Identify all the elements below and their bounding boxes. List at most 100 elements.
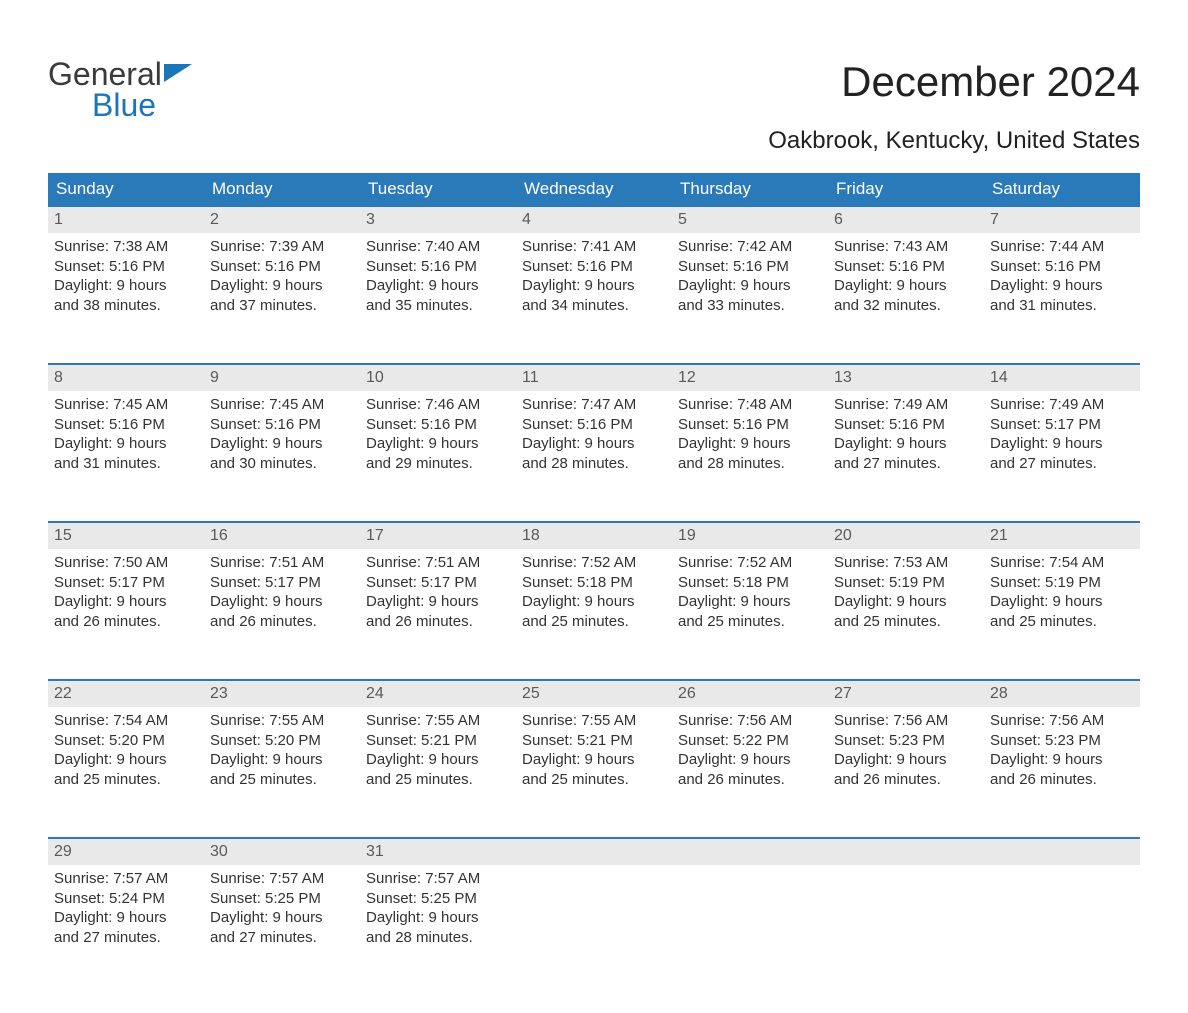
day-content-cell: Sunrise: 7:45 AMSunset: 5:16 PMDaylight:… xyxy=(204,391,360,491)
day-d1: Daylight: 9 hours xyxy=(366,750,510,770)
day-content-cell: Sunrise: 7:47 AMSunset: 5:16 PMDaylight:… xyxy=(516,391,672,491)
day-sr: Sunrise: 7:55 AM xyxy=(522,711,666,731)
day-number-row: 1234567 xyxy=(48,206,1140,233)
day-ss: Sunset: 5:16 PM xyxy=(834,415,978,435)
day-content-cell: Sunrise: 7:48 AMSunset: 5:16 PMDaylight:… xyxy=(672,391,828,491)
day-sr: Sunrise: 7:48 AM xyxy=(678,395,822,415)
day-sr: Sunrise: 7:50 AM xyxy=(54,553,198,573)
day-number-cell: 26 xyxy=(672,680,828,707)
day-d1: Daylight: 9 hours xyxy=(990,592,1134,612)
day-number-cell: 20 xyxy=(828,522,984,549)
day-sr: Sunrise: 7:45 AM xyxy=(54,395,198,415)
day-content-cell: Sunrise: 7:56 AMSunset: 5:23 PMDaylight:… xyxy=(984,707,1140,807)
day-content-cell: Sunrise: 7:57 AMSunset: 5:25 PMDaylight:… xyxy=(360,865,516,965)
day-sr: Sunrise: 7:57 AM xyxy=(210,869,354,889)
day-sr: Sunrise: 7:43 AM xyxy=(834,237,978,257)
day-number-cell: 2 xyxy=(204,206,360,233)
day-content-cell: Sunrise: 7:44 AMSunset: 5:16 PMDaylight:… xyxy=(984,233,1140,333)
day-d1: Daylight: 9 hours xyxy=(678,434,822,454)
day-number-cell: 25 xyxy=(516,680,672,707)
day-d2: and 26 minutes. xyxy=(678,770,822,790)
day-ss: Sunset: 5:16 PM xyxy=(366,257,510,277)
day-content-cell: Sunrise: 7:50 AMSunset: 5:17 PMDaylight:… xyxy=(48,549,204,649)
day-ss: Sunset: 5:16 PM xyxy=(678,257,822,277)
day-number-cell: 28 xyxy=(984,680,1140,707)
day-ss: Sunset: 5:22 PM xyxy=(678,731,822,751)
day-d2: and 26 minutes. xyxy=(834,770,978,790)
day-d2: and 25 minutes. xyxy=(678,612,822,632)
day-content-cell: Sunrise: 7:45 AMSunset: 5:16 PMDaylight:… xyxy=(48,391,204,491)
day-d2: and 25 minutes. xyxy=(210,770,354,790)
day-number-cell: 27 xyxy=(828,680,984,707)
day-d2: and 28 minutes. xyxy=(678,454,822,474)
day-d2: and 25 minutes. xyxy=(522,770,666,790)
day-d2: and 25 minutes. xyxy=(366,770,510,790)
weekday-header: Friday xyxy=(828,173,984,206)
day-number-cell: 8 xyxy=(48,364,204,391)
day-sr: Sunrise: 7:53 AM xyxy=(834,553,978,573)
weekday-header: Monday xyxy=(204,173,360,206)
day-d1: Daylight: 9 hours xyxy=(990,434,1134,454)
logo: General Blue xyxy=(48,58,192,121)
day-d2: and 34 minutes. xyxy=(522,296,666,316)
day-number-cell: 10 xyxy=(360,364,516,391)
weekday-header-row: Sunday Monday Tuesday Wednesday Thursday… xyxy=(48,173,1140,206)
day-sr: Sunrise: 7:42 AM xyxy=(678,237,822,257)
day-number-cell: 12 xyxy=(672,364,828,391)
day-d2: and 27 minutes. xyxy=(990,454,1134,474)
day-content-row: Sunrise: 7:57 AMSunset: 5:24 PMDaylight:… xyxy=(48,865,1140,965)
day-sr: Sunrise: 7:54 AM xyxy=(54,711,198,731)
day-ss: Sunset: 5:17 PM xyxy=(54,573,198,593)
day-ss: Sunset: 5:21 PM xyxy=(522,731,666,751)
day-d2: and 25 minutes. xyxy=(522,612,666,632)
day-d1: Daylight: 9 hours xyxy=(210,750,354,770)
day-d1: Daylight: 9 hours xyxy=(678,276,822,296)
day-ss: Sunset: 5:25 PM xyxy=(210,889,354,909)
day-d2: and 33 minutes. xyxy=(678,296,822,316)
day-d2: and 35 minutes. xyxy=(366,296,510,316)
day-content-cell: Sunrise: 7:49 AMSunset: 5:16 PMDaylight:… xyxy=(828,391,984,491)
day-content-cell: Sunrise: 7:55 AMSunset: 5:21 PMDaylight:… xyxy=(360,707,516,807)
day-sr: Sunrise: 7:56 AM xyxy=(678,711,822,731)
day-d1: Daylight: 9 hours xyxy=(990,750,1134,770)
page-title: December 2024 xyxy=(841,58,1140,106)
day-d2: and 32 minutes. xyxy=(834,296,978,316)
day-d1: Daylight: 9 hours xyxy=(678,592,822,612)
day-sr: Sunrise: 7:38 AM xyxy=(54,237,198,257)
day-ss: Sunset: 5:20 PM xyxy=(210,731,354,751)
day-number-cell: 15 xyxy=(48,522,204,549)
day-d1: Daylight: 9 hours xyxy=(366,592,510,612)
day-number-cell: 11 xyxy=(516,364,672,391)
day-sr: Sunrise: 7:40 AM xyxy=(366,237,510,257)
week-separator xyxy=(48,491,1140,522)
day-sr: Sunrise: 7:51 AM xyxy=(366,553,510,573)
day-d1: Daylight: 9 hours xyxy=(522,434,666,454)
day-sr: Sunrise: 7:57 AM xyxy=(366,869,510,889)
day-d2: and 27 minutes. xyxy=(54,928,198,948)
day-ss: Sunset: 5:16 PM xyxy=(990,257,1134,277)
day-number-row: 22232425262728 xyxy=(48,680,1140,707)
day-number-row: 15161718192021 xyxy=(48,522,1140,549)
day-number-cell xyxy=(828,838,984,865)
day-number-cell: 29 xyxy=(48,838,204,865)
day-d1: Daylight: 9 hours xyxy=(834,750,978,770)
day-ss: Sunset: 5:21 PM xyxy=(366,731,510,751)
weekday-header: Sunday xyxy=(48,173,204,206)
day-ss: Sunset: 5:16 PM xyxy=(366,415,510,435)
day-ss: Sunset: 5:16 PM xyxy=(522,415,666,435)
day-number-cell: 17 xyxy=(360,522,516,549)
day-d1: Daylight: 9 hours xyxy=(522,276,666,296)
day-sr: Sunrise: 7:49 AM xyxy=(990,395,1134,415)
day-d1: Daylight: 9 hours xyxy=(522,592,666,612)
day-number-cell: 23 xyxy=(204,680,360,707)
day-content-cell xyxy=(828,865,984,965)
day-number-cell: 19 xyxy=(672,522,828,549)
day-ss: Sunset: 5:18 PM xyxy=(522,573,666,593)
day-number-cell: 9 xyxy=(204,364,360,391)
day-sr: Sunrise: 7:52 AM xyxy=(522,553,666,573)
day-number-cell: 21 xyxy=(984,522,1140,549)
day-sr: Sunrise: 7:55 AM xyxy=(366,711,510,731)
day-number-cell: 30 xyxy=(204,838,360,865)
day-d1: Daylight: 9 hours xyxy=(834,276,978,296)
day-d2: and 28 minutes. xyxy=(522,454,666,474)
